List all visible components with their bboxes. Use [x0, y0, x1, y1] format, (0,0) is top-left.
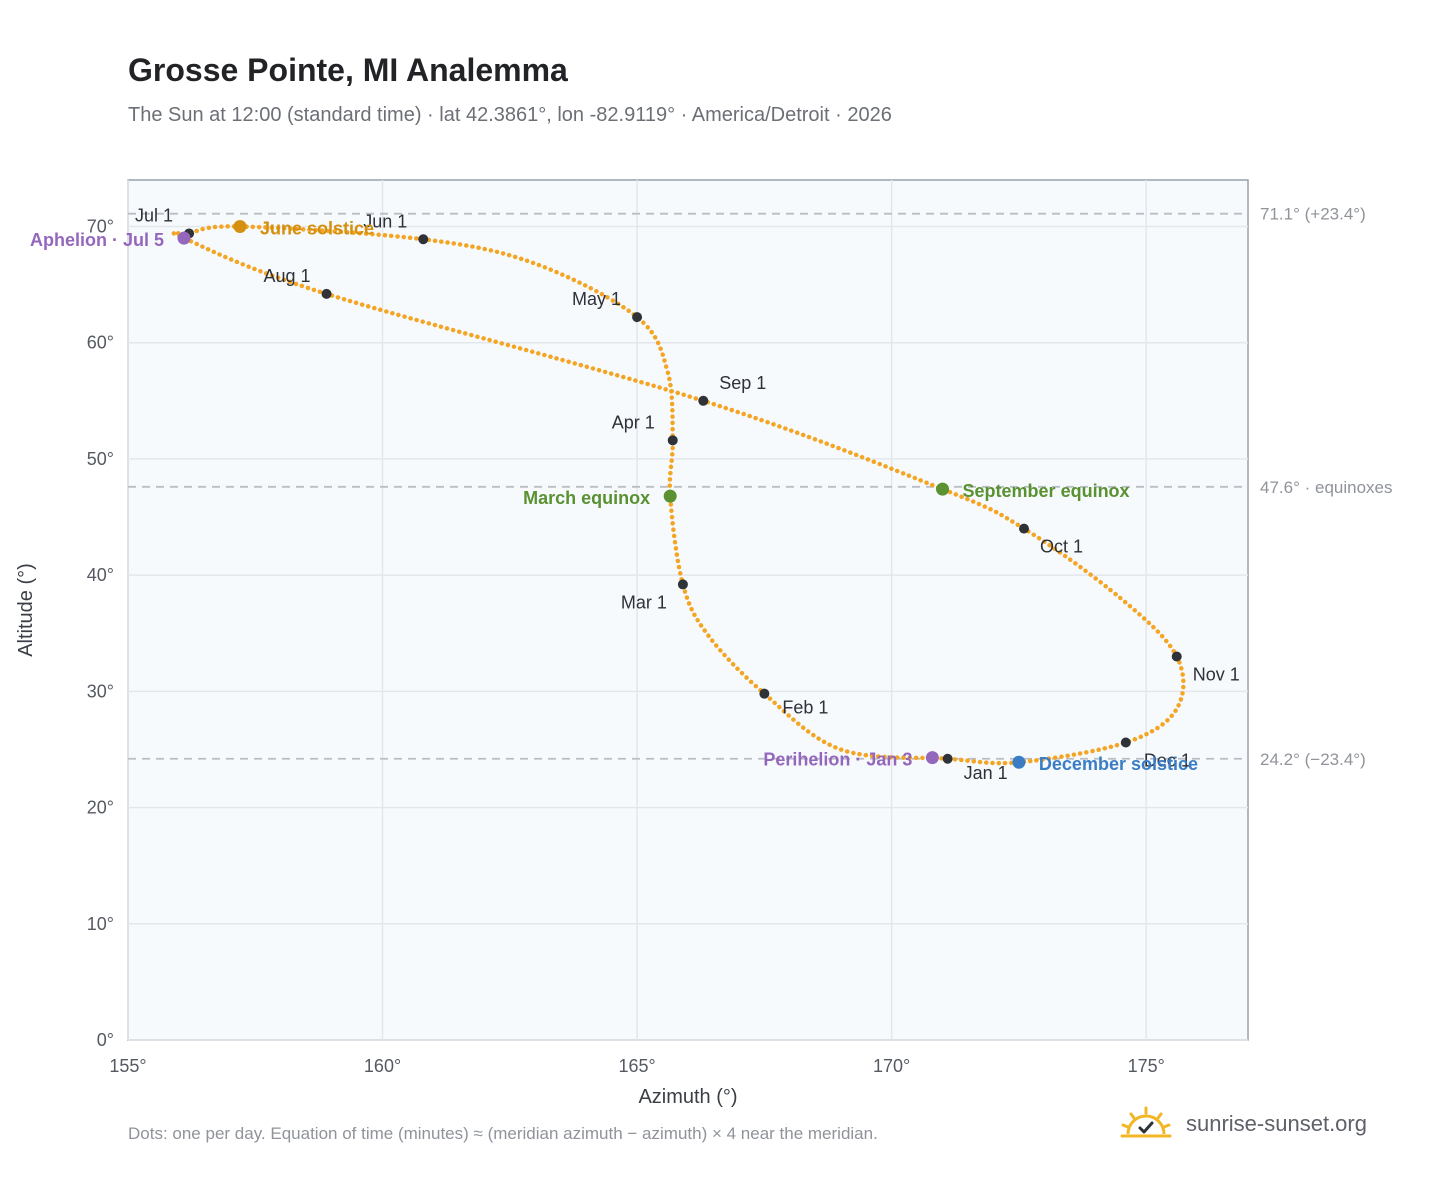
month-label: Jan 1 — [964, 763, 1008, 783]
reference-line-label: 71.1° (+23.4°) — [1260, 205, 1366, 224]
month-marker — [418, 234, 429, 245]
event-marker — [1012, 755, 1026, 769]
y-tick-label: 30° — [87, 681, 114, 701]
event-marker — [663, 489, 677, 503]
reference-line-label: 47.6° · equinoxes — [1260, 478, 1393, 497]
month-label: Aug 1 — [263, 266, 310, 286]
event-label: September equinox — [963, 481, 1130, 501]
x-tick-label: 165° — [618, 1056, 655, 1076]
month-label: Apr 1 — [612, 412, 655, 432]
reference-lines: 71.1° (+23.4°) 47.6° · equinoxes 24.2° (−2… — [128, 205, 1393, 769]
month-label: Feb 1 — [782, 698, 828, 718]
month-label: Mar 1 — [621, 592, 667, 612]
y-tick-label: 70° — [87, 216, 114, 236]
month-label: Sep 1 — [719, 373, 766, 393]
event-label: Aphelion · Jul 5 — [30, 230, 164, 250]
month-marker — [1120, 737, 1131, 748]
footnote: Dots: one per day. Equation of time (min… — [128, 1124, 878, 1143]
brand-logo[interactable]: sunrise-sunset.org — [1120, 1104, 1367, 1144]
event-marker — [233, 219, 247, 233]
y-tick-label: 50° — [87, 449, 114, 469]
month-marker — [1019, 523, 1029, 534]
event-marker — [925, 751, 939, 765]
chart-subtitle: The Sun at 12:00 (standard time) · lat 4… — [128, 104, 892, 126]
month-label: May 1 — [572, 289, 621, 309]
brand-name: sunrise-sunset.org — [1186, 1111, 1367, 1136]
month-marker — [667, 435, 678, 446]
reference-line-label: 24.2° (−23.4°) — [1260, 750, 1366, 769]
event-label: June solstice — [260, 218, 374, 238]
x-axis-title: Azimuth (°) — [638, 1086, 737, 1108]
event-label: March equinox — [523, 488, 650, 508]
event-marker — [936, 482, 950, 496]
month-label: Nov 1 — [1193, 664, 1240, 684]
month-marker — [942, 753, 953, 764]
month-marker — [698, 395, 709, 406]
month-markers: Jan 1 Feb 1 Mar 1 Apr 1 May 1 Jun 1 Jul 1 Aug 1… — [135, 205, 1240, 782]
x-tick-label: 170° — [873, 1056, 910, 1076]
y-tick-label: 40° — [87, 565, 114, 585]
month-label: Dec 1 — [1144, 750, 1191, 770]
chart-title: Grosse Pointe, MI Analemma — [128, 52, 568, 88]
month-marker — [677, 579, 688, 590]
sun-check-icon — [1120, 1106, 1172, 1138]
month-marker — [632, 312, 643, 323]
y-tick-label: 60° — [87, 333, 114, 353]
x-tick-label: 155° — [109, 1056, 146, 1076]
month-marker — [759, 688, 770, 699]
plot-area — [127, 179, 1249, 1041]
event-label: Perihelion · Jan 3 — [763, 750, 912, 770]
y-axis-title: Altitude (°) — [15, 563, 37, 657]
x-tick-label: 175° — [1128, 1056, 1165, 1076]
x-tick-label: 160° — [364, 1056, 401, 1076]
y-tick-label: 10° — [87, 914, 114, 934]
grid — [127, 180, 1248, 1041]
month-label: Oct 1 — [1040, 537, 1083, 557]
event-markers: Aphelion · Jul 5 June solstice March equin… — [30, 218, 1198, 774]
axes: 155° 160° 165° 170° 175° 0° 10° 20° 30° 40° 50° 60°… — [87, 216, 1165, 1076]
month-marker — [321, 288, 332, 299]
month-marker — [1171, 651, 1182, 662]
y-tick-label: 20° — [87, 798, 114, 818]
y-tick-label: 0° — [97, 1030, 114, 1050]
event-marker — [177, 231, 191, 245]
event-label: December solstice — [1039, 754, 1198, 774]
month-label: Jul 1 — [135, 205, 173, 225]
month-label: Jun 1 — [363, 211, 407, 231]
